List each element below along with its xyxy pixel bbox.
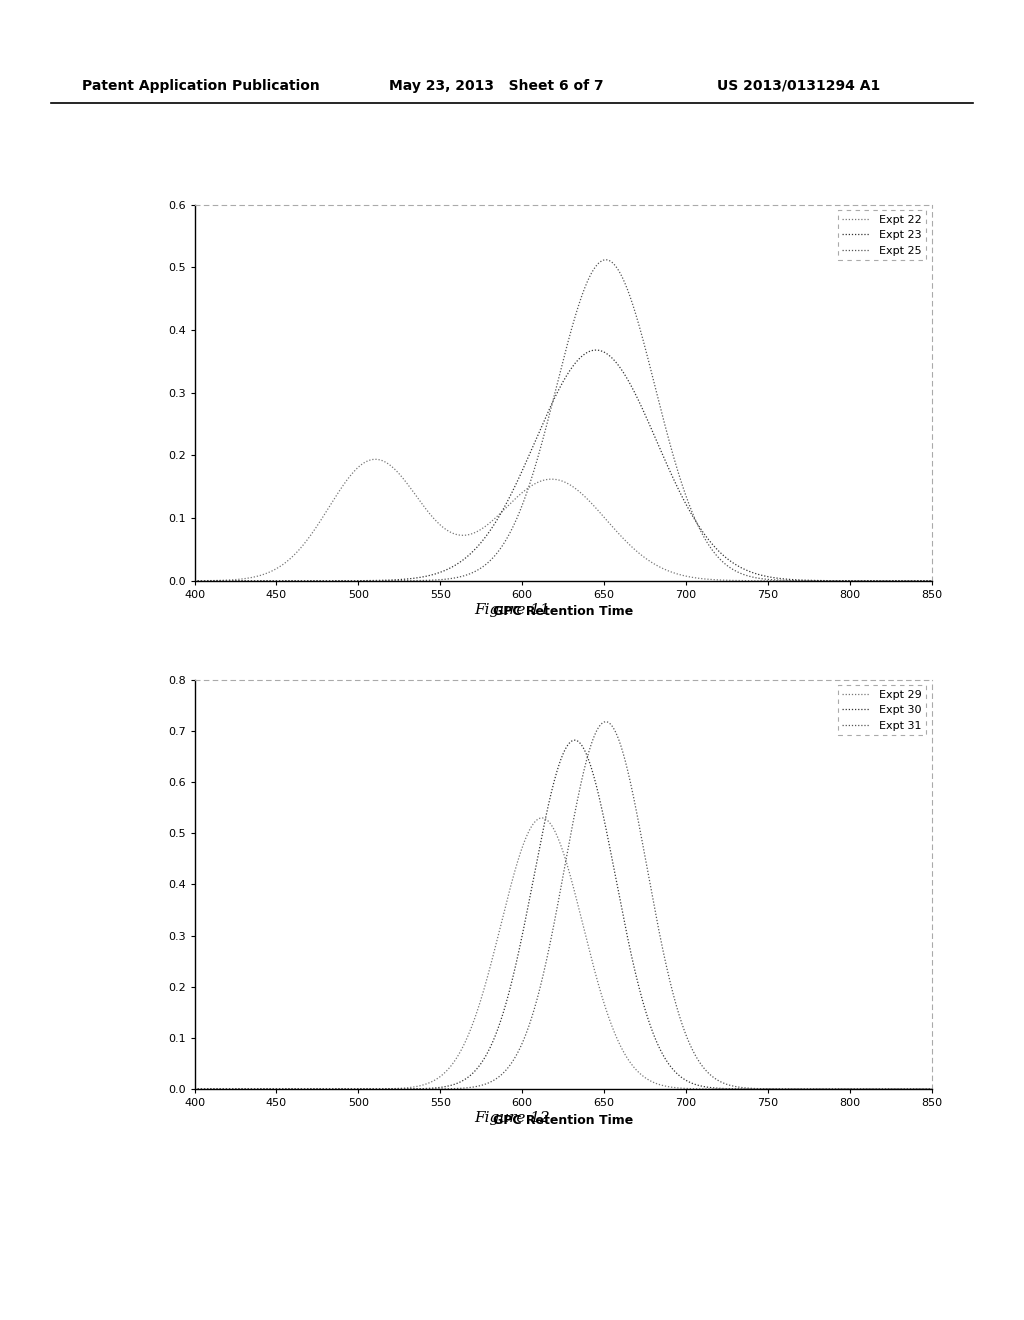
Text: Figure 11: Figure 11 — [474, 603, 550, 618]
Expt 22 — [188, 573, 201, 589]
Expt 31 — [316, 1081, 329, 1097]
Expt 29 — [471, 1003, 483, 1019]
Line: Expt 30: Expt 30 — [195, 741, 932, 1089]
Line: Expt 31: Expt 31 — [195, 722, 932, 1089]
Line: Expt 23: Expt 23 — [195, 350, 932, 581]
Expt 25 — [833, 573, 845, 589]
Expt 23 — [272, 573, 285, 589]
Expt 31 — [272, 1081, 285, 1097]
Expt 22 — [471, 524, 483, 540]
Expt 29 — [272, 1081, 285, 1097]
Expt 25 — [600, 252, 612, 268]
Expt 30 — [833, 1081, 845, 1097]
Expt 25 — [503, 527, 515, 543]
Expt 22 — [911, 573, 924, 589]
Expt 23 — [188, 573, 201, 589]
Expt 29 — [536, 810, 548, 826]
Expt 25 — [272, 573, 285, 589]
Expt 22 — [926, 573, 938, 589]
Expt 29 — [833, 1081, 845, 1097]
Expt 30 — [926, 1081, 938, 1097]
Line: Expt 25: Expt 25 — [195, 260, 932, 581]
Expt 25 — [926, 573, 938, 589]
Expt 30 — [911, 1081, 924, 1097]
Expt 23 — [316, 573, 329, 589]
Expt 31 — [600, 714, 612, 730]
Expt 31 — [503, 1059, 515, 1074]
Expt 23 — [471, 539, 483, 554]
Expt 23 — [833, 573, 845, 589]
Expt 23 — [926, 573, 938, 589]
Line: Expt 29: Expt 29 — [195, 818, 932, 1089]
Expt 22 — [833, 573, 845, 589]
Expt 23 — [590, 342, 602, 358]
Expt 30 — [188, 1081, 201, 1097]
X-axis label: GPC Retention Time: GPC Retention Time — [494, 1114, 633, 1126]
X-axis label: GPC Retention Time: GPC Retention Time — [494, 606, 633, 618]
Expt 29 — [926, 1081, 938, 1097]
Text: Figure 12: Figure 12 — [474, 1111, 550, 1126]
Expt 31 — [926, 1081, 938, 1097]
Legend: Expt 22, Expt 23, Expt 25: Expt 22, Expt 23, Expt 25 — [838, 210, 927, 260]
Line: Expt 22: Expt 22 — [195, 459, 932, 581]
Expt 25 — [188, 573, 201, 589]
Expt 23 — [911, 573, 924, 589]
Text: May 23, 2013   Sheet 6 of 7: May 23, 2013 Sheet 6 of 7 — [389, 79, 604, 92]
Legend: Expt 29, Expt 30, Expt 31: Expt 29, Expt 30, Expt 31 — [838, 685, 927, 735]
Expt 30 — [272, 1081, 285, 1097]
Expt 25 — [471, 562, 483, 578]
Expt 31 — [188, 1081, 201, 1097]
Expt 31 — [471, 1078, 483, 1094]
Expt 29 — [316, 1081, 329, 1097]
Expt 25 — [911, 573, 924, 589]
Expt 31 — [911, 1081, 924, 1097]
Expt 30 — [503, 983, 515, 999]
Expt 22 — [369, 451, 381, 467]
Expt 29 — [188, 1081, 201, 1097]
Expt 22 — [272, 560, 285, 576]
Expt 22 — [504, 496, 516, 512]
Expt 29 — [503, 884, 515, 900]
Expt 30 — [471, 1060, 483, 1076]
Expt 31 — [833, 1081, 845, 1097]
Expt 23 — [503, 490, 515, 506]
Text: US 2013/0131294 A1: US 2013/0131294 A1 — [717, 79, 880, 92]
Expt 22 — [316, 510, 329, 525]
Text: Patent Application Publication: Patent Application Publication — [82, 79, 319, 92]
Expt 29 — [911, 1081, 924, 1097]
Expt 30 — [316, 1081, 329, 1097]
Expt 30 — [568, 733, 581, 748]
Expt 25 — [316, 573, 329, 589]
